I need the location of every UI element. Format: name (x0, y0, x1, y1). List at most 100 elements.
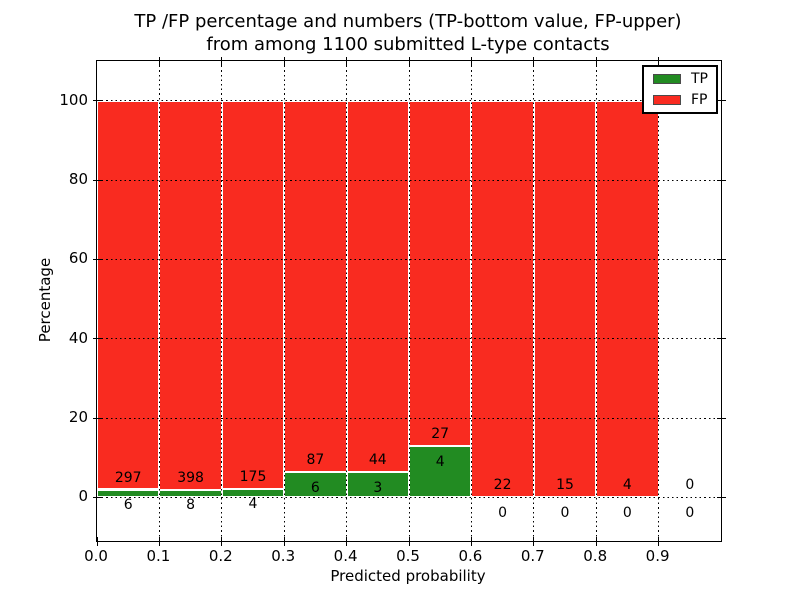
y-tick-mark-right (717, 100, 726, 102)
x-tick-label: 0.3 (271, 547, 296, 565)
plot-area: 297 6 398 8 175 4 87 6 44 3 27 4 22 0 15 0 4 0 0 0 TP FP (93, 57, 726, 546)
y-tick-label: 40 (68, 328, 88, 347)
chart-title-line1: TP /FP percentage and numbers (TP-bottom… (134, 11, 682, 32)
tp-count-label: 4 (435, 454, 445, 471)
fp-bar (346, 100, 409, 473)
y-tick-mark (93, 258, 102, 260)
fp-count-label: 22 (493, 477, 512, 494)
grid-line-vertical (533, 61, 535, 541)
fp-legend-label: FP (691, 92, 708, 108)
fp-bar (284, 100, 347, 472)
bars-layer (97, 61, 721, 541)
x-tick-mark (658, 537, 660, 546)
tp-count-label: 0 (622, 505, 632, 522)
fp-bar (596, 100, 659, 498)
x-tick-mark (595, 537, 597, 546)
grid-line-horizontal (97, 100, 721, 102)
tp-count-label: 0 (685, 505, 695, 522)
x-axis-label: Predicted probability (330, 567, 486, 585)
y-tick-label: 80 (68, 170, 88, 188)
x-tick-mark-top (595, 57, 597, 66)
fp-bar (471, 100, 534, 498)
fp-bar (97, 100, 160, 490)
grid-line-horizontal (97, 417, 721, 419)
tp-bar (97, 489, 160, 498)
y-tick-mark-right (717, 258, 726, 260)
x-tick-label: 0.5 (396, 547, 420, 565)
fp-count-label: 27 (431, 426, 450, 443)
y-tick-mark-right (717, 496, 726, 498)
y-tick-mark (93, 417, 102, 419)
tp-count-label: 0 (498, 505, 508, 522)
grid-line-horizontal (97, 258, 721, 260)
x-tick-mark-top (283, 57, 285, 66)
x-tick-label: 0.4 (333, 547, 358, 565)
fp-count-label: 44 (368, 452, 387, 469)
grid-line-vertical (658, 61, 660, 541)
legend-row-tp: TP (653, 72, 708, 86)
y-tick-mark-right (717, 417, 726, 419)
x-tick-mark-top (346, 57, 348, 66)
x-tick-mark-top (158, 57, 160, 66)
grid-layer (97, 61, 721, 541)
tp-bar (409, 446, 472, 498)
tp-legend-swatch (653, 74, 681, 84)
tp-count-label: 6 (123, 497, 133, 514)
fp-bar (159, 100, 222, 490)
y-tick-mark-right (717, 179, 726, 181)
fp-bar (533, 100, 597, 498)
y-tick-label: 20 (68, 408, 88, 427)
grid-line-vertical (346, 61, 348, 541)
tp-count-label: 6 (310, 479, 320, 496)
fp-bar (409, 100, 472, 447)
tp-count-label: 3 (373, 479, 383, 496)
grid-line-vertical (470, 61, 472, 541)
x-tick-mark (158, 537, 160, 546)
grid-line-vertical (158, 61, 160, 541)
legend-row-fp: FP (653, 93, 708, 107)
x-tick-mark-top (533, 57, 535, 66)
y-tick-label: 0 (78, 487, 88, 506)
grid-line-horizontal (97, 179, 721, 181)
grid-line-horizontal (97, 496, 721, 498)
tp-bar (346, 472, 409, 498)
legend: TP FP (642, 65, 718, 114)
y-tick-mark-right (717, 338, 726, 340)
x-tick-label: 0.7 (520, 547, 545, 565)
x-tick-mark (283, 537, 285, 546)
tp-count-label: 8 (186, 497, 196, 514)
grid-line-vertical (408, 61, 410, 541)
fp-count-label: 297 (114, 469, 142, 486)
fp-count-label: 0 (685, 477, 695, 494)
y-tick-mark (93, 100, 102, 102)
chart-title: TP /FP percentage and numbers (TP-bottom… (96, 10, 720, 56)
fp-count-label: 398 (177, 469, 204, 486)
y-tick-label: 60 (68, 249, 88, 268)
tp-legend-label: TP (691, 71, 708, 87)
chart-title-line2: from among 1100 submitted L-type contact… (206, 34, 610, 55)
x-tick-label: 0.2 (208, 547, 233, 565)
fp-bar (221, 100, 285, 489)
fp-count-label: 175 (239, 468, 267, 485)
x-tick-mark (96, 537, 98, 546)
y-tick-mark (93, 179, 102, 181)
tick-marks-layer (93, 57, 726, 546)
bar-labels-layer: 297 6 398 8 175 4 87 6 44 3 27 4 22 0 15 0 4 0 0 0 (97, 61, 721, 541)
x-tick-label: 0.0 (84, 547, 108, 565)
x-tick-mark-top (221, 57, 223, 66)
x-tick-mark (346, 537, 348, 546)
x-tick-mark-top (408, 57, 410, 66)
x-tick-mark (470, 537, 472, 546)
fp-count-label: 87 (306, 451, 325, 468)
grid-line-vertical (283, 61, 285, 541)
tp-count-label: 0 (560, 505, 570, 522)
x-tick-mark (408, 537, 410, 546)
y-tick-mark (93, 338, 102, 340)
x-tick-mark (533, 537, 535, 546)
x-tick-label: 0.1 (146, 547, 171, 565)
fp-count-label: 15 (556, 477, 574, 494)
fp-legend-swatch (653, 95, 681, 105)
x-tick-label: 0.6 (458, 547, 483, 565)
x-tick-mark-top (658, 57, 660, 66)
